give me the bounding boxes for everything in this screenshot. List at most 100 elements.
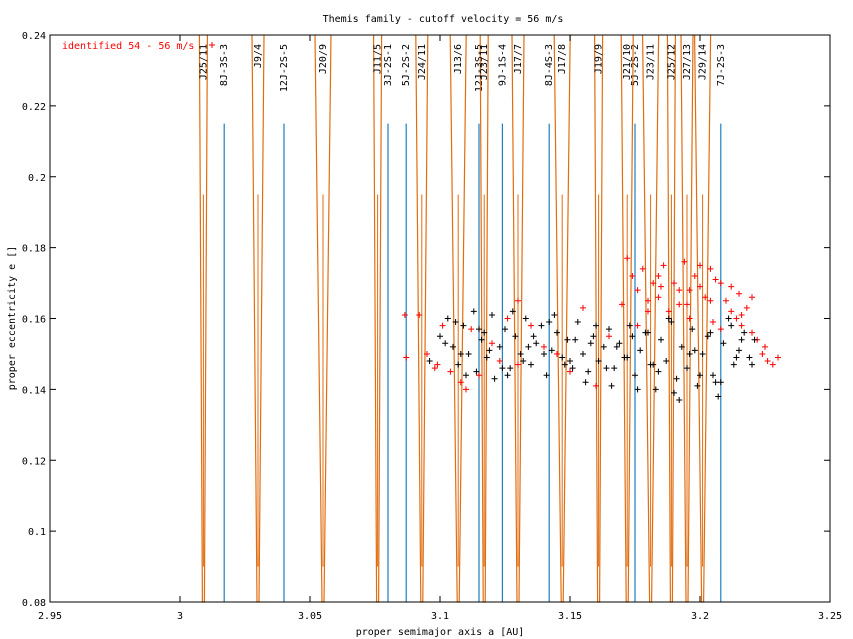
family-point: [530, 333, 537, 340]
family-point: [460, 322, 467, 329]
family-point: [486, 347, 493, 354]
identified-point: [634, 322, 641, 329]
family-point: [655, 368, 662, 375]
mean-motion-resonance-label: J20/9: [318, 44, 329, 74]
mean-motion-resonance-label: J17/7: [513, 44, 524, 74]
identified-point: [707, 297, 714, 304]
identified-point: [541, 343, 547, 350]
family-point: [608, 382, 615, 389]
family-point: [463, 372, 469, 379]
mean-motion-resonance-label: J23/11: [646, 44, 657, 80]
family-point: [590, 333, 597, 340]
family-point: [470, 308, 477, 315]
identified-point: [660, 262, 667, 269]
x-tick-label: 3.25: [818, 611, 842, 622]
identified-point: [743, 304, 750, 311]
family-point: [613, 343, 620, 350]
family-point: [678, 343, 685, 350]
family-point: [704, 333, 711, 340]
family-point: [733, 354, 740, 361]
family-point: [585, 368, 592, 375]
family-point: [616, 340, 623, 347]
family-point: [546, 319, 553, 326]
family-point: [715, 393, 722, 400]
x-tick-label: 3.1: [431, 611, 449, 622]
y-tick-label: 0.2: [28, 173, 46, 184]
family-point: [504, 372, 511, 379]
y-tick-label: 0.14: [22, 385, 46, 396]
mean-motion-resonance-label: J24/11: [417, 44, 428, 80]
family-point: [725, 315, 732, 322]
plot-frame: [49, 34, 831, 603]
identified-point: [655, 272, 662, 279]
family-point: [541, 350, 547, 357]
family-point: [637, 347, 644, 354]
mean-motion-resonance-label: J9/4: [253, 44, 264, 68]
family-point: [444, 315, 451, 322]
identified-point: [707, 265, 714, 272]
identified-point: [658, 283, 664, 290]
family-point: [517, 350, 524, 357]
identified-point: [496, 358, 503, 365]
family-point: [694, 382, 701, 389]
family-point: [738, 336, 745, 343]
family-point: [528, 361, 534, 368]
three-body-resonance-label: 12J-3S-5: [474, 44, 485, 92]
family-point: [736, 347, 742, 354]
identified-point: [702, 294, 709, 301]
y-tick-label: 0.08: [22, 598, 46, 609]
x-axis-label: proper semimajor axis a [AU]: [356, 627, 525, 638]
identified-point: [645, 297, 651, 304]
family-point: [652, 386, 659, 393]
identified-point: [476, 372, 482, 379]
family-point: [491, 375, 498, 382]
family-point: [663, 358, 670, 365]
family-point: [569, 365, 576, 372]
x-tick-label: 2.95: [38, 611, 62, 622]
family-point: [624, 354, 631, 361]
identified-point: [749, 329, 755, 336]
family-point: [567, 358, 573, 365]
identified-point: [717, 326, 724, 333]
identified-point: [489, 340, 495, 347]
x-tick-label: 3.15: [558, 611, 582, 622]
family-point: [707, 329, 714, 336]
x-tick-label: 3.2: [691, 611, 709, 622]
family-point: [507, 365, 514, 372]
identified-point: [691, 272, 698, 279]
family-point: [455, 361, 462, 368]
identified-point: [775, 354, 781, 361]
family-point: [543, 372, 550, 379]
mean-motion-resonance-label: J17/8: [557, 44, 568, 74]
family-point: [489, 311, 495, 318]
identified-point: [676, 287, 683, 294]
family-point: [587, 340, 594, 347]
identified-point: [738, 311, 745, 318]
x-tick-label: 3: [177, 611, 183, 622]
chart-title: Themis family - cutoff velocity = 56 m/s: [323, 14, 564, 25]
identified-point: [606, 333, 612, 340]
three-body-resonance-label: 12J-2S-5: [279, 44, 290, 92]
identified-point: [424, 350, 430, 357]
identified-point: [686, 315, 693, 322]
family-point: [457, 350, 464, 357]
family-point: [697, 372, 703, 379]
family-point: [634, 386, 641, 393]
family-point: [689, 326, 696, 333]
mean-motion-resonance-label: J13/6: [453, 44, 464, 74]
identified-point: [769, 361, 776, 368]
identified-point: [710, 319, 716, 326]
family-point: [673, 375, 680, 382]
identified-point: [697, 283, 703, 290]
family-point: [665, 315, 672, 322]
identified-point: [736, 290, 742, 297]
family-point: [668, 319, 675, 326]
family-point: [509, 308, 516, 315]
family-point: [572, 336, 579, 343]
family-point: [574, 319, 581, 326]
identified-point: [717, 280, 724, 287]
identified-point: [554, 350, 560, 357]
identified-point: [515, 361, 521, 368]
y-tick-label: 0.22: [22, 102, 46, 113]
